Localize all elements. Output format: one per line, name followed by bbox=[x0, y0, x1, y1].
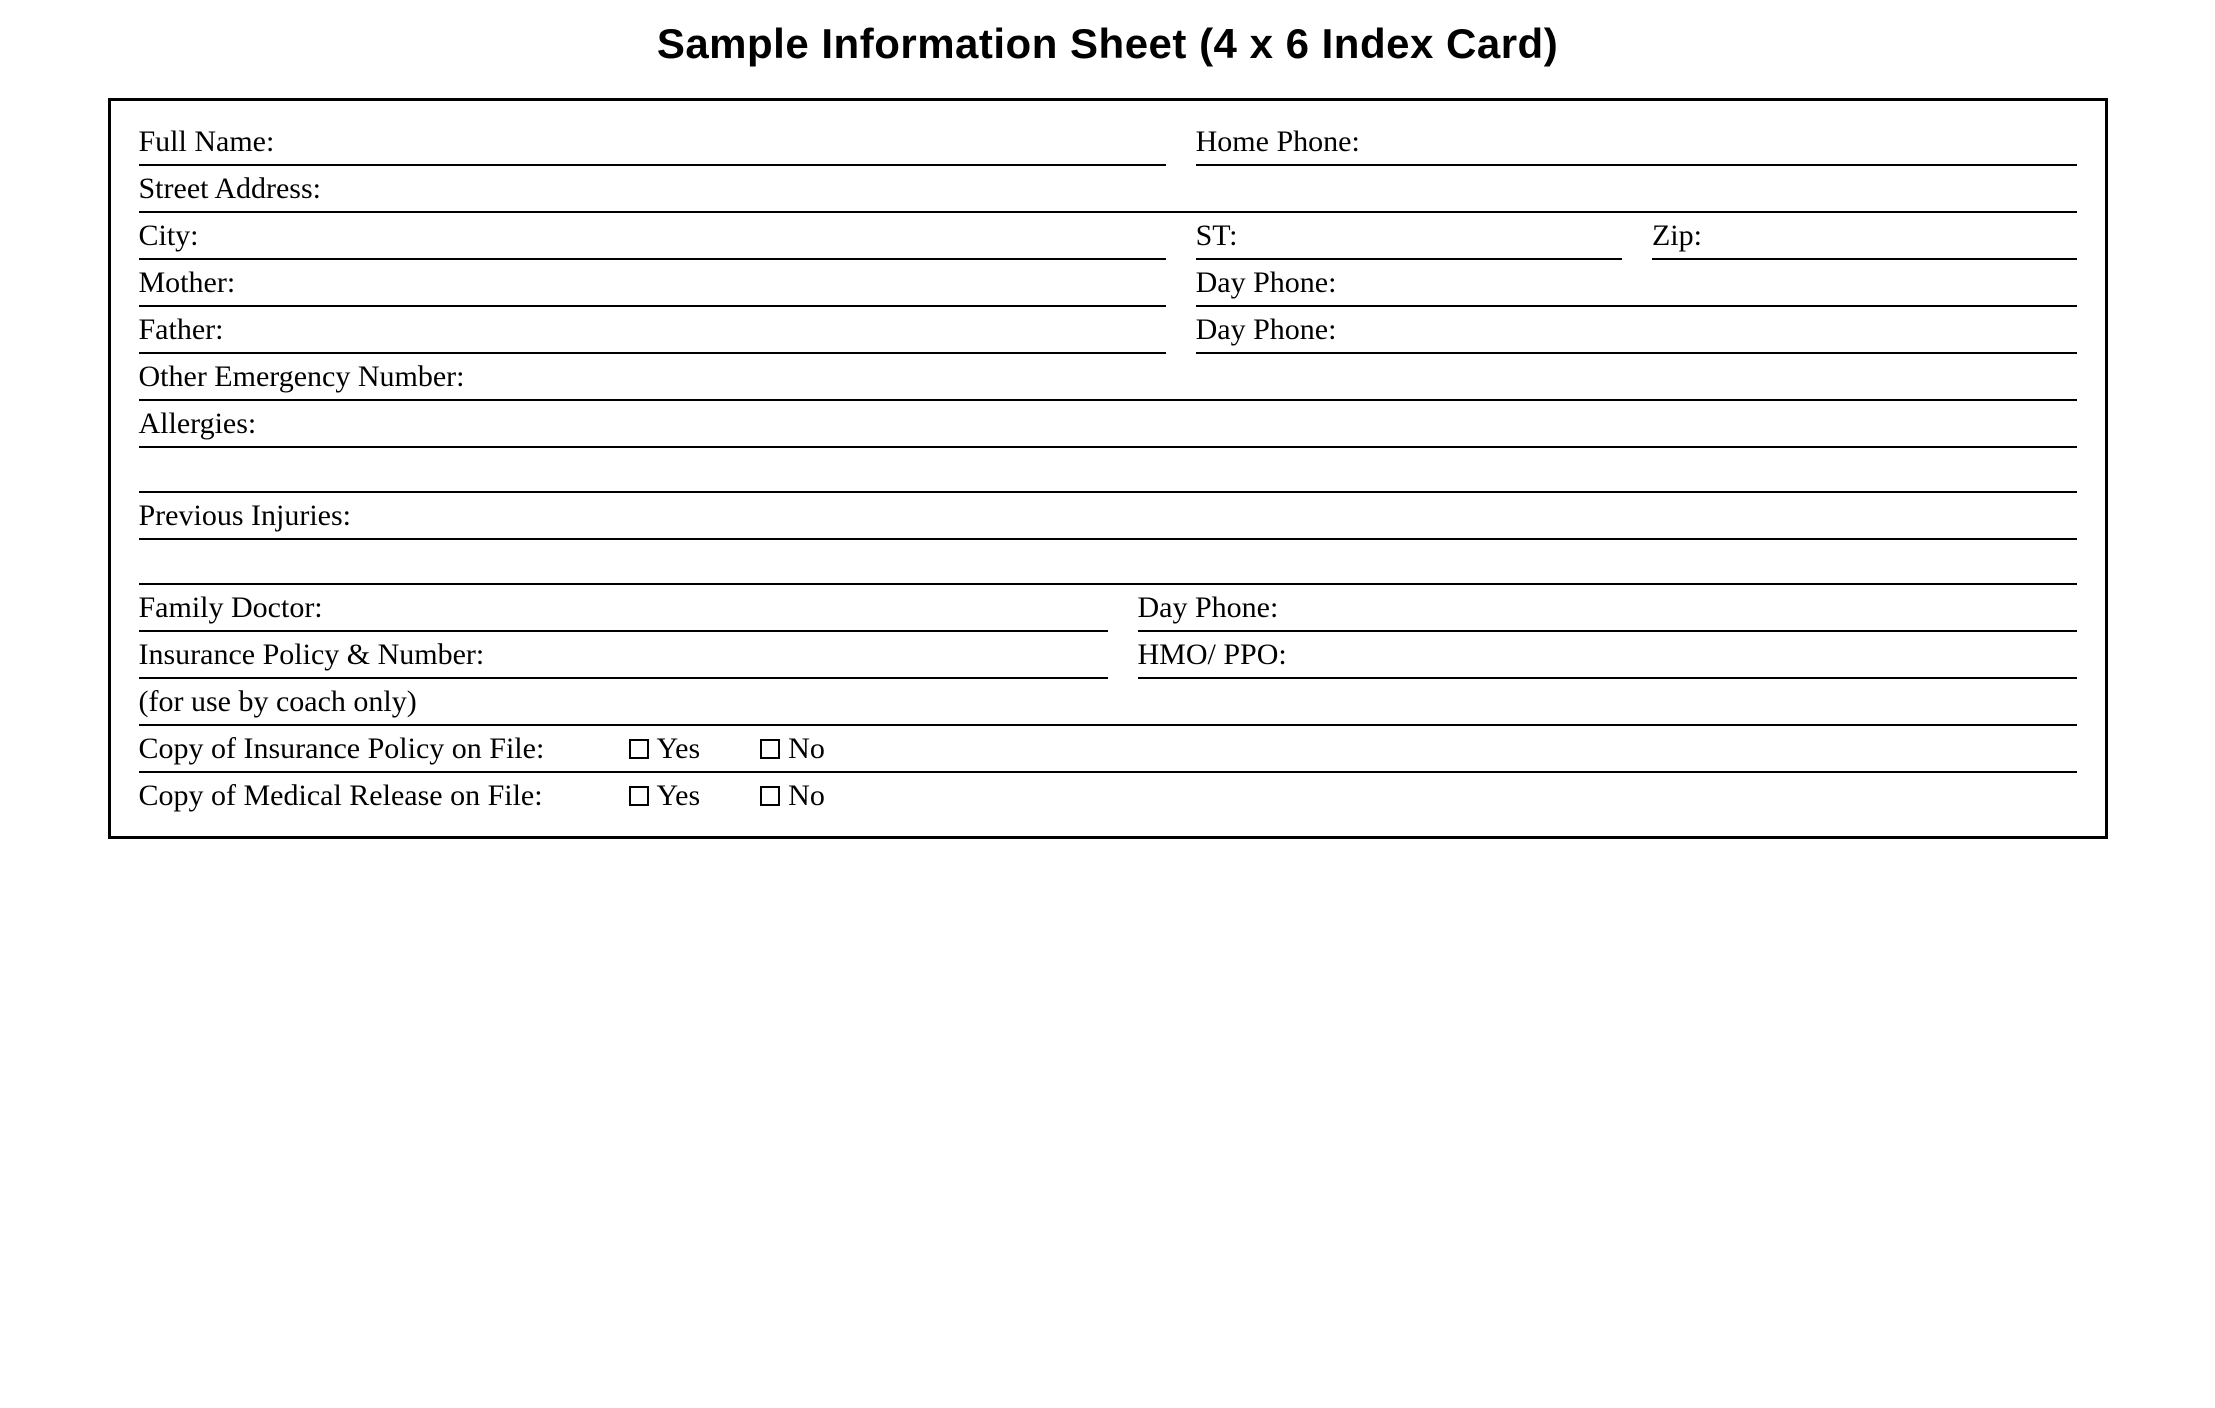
field-father[interactable]: Father: bbox=[139, 307, 1166, 354]
medical-no-option[interactable]: No bbox=[760, 773, 825, 818]
label-mother: Mother: bbox=[139, 260, 242, 305]
field-mother-day-phone[interactable]: Day Phone: bbox=[1196, 260, 2077, 307]
checkbox-icon[interactable] bbox=[629, 786, 649, 806]
field-insurance-policy[interactable]: Insurance Policy & Number: bbox=[139, 632, 1108, 679]
row-copy-insurance: Copy of Insurance Policy on File: Yes No bbox=[139, 726, 2077, 773]
label-full-name: Full Name: bbox=[139, 119, 281, 164]
label-hmo-ppo: HMO/ PPO: bbox=[1138, 632, 1293, 677]
field-family-doctor[interactable]: Family Doctor: bbox=[139, 585, 1108, 632]
label-city: City: bbox=[139, 213, 205, 258]
label-yes: Yes bbox=[657, 726, 701, 771]
label-family-doctor: Family Doctor: bbox=[139, 585, 329, 630]
label-home-phone: Home Phone: bbox=[1196, 119, 1366, 164]
insurance-yes-option[interactable]: Yes bbox=[629, 726, 701, 771]
label-copy-insurance: Copy of Insurance Policy on File: bbox=[139, 726, 629, 771]
label-coach-only: (for use by coach only) bbox=[139, 685, 417, 718]
label-allergies: Allergies: bbox=[139, 401, 263, 446]
row-family-doctor: Family Doctor: Day Phone: bbox=[139, 585, 2077, 632]
row-previous-injuries: Previous Injuries: bbox=[139, 493, 2077, 540]
document-title: Sample Information Sheet (4 x 6 Index Ca… bbox=[60, 20, 2155, 68]
label-state: ST: bbox=[1196, 213, 1244, 258]
coach-only-note: (for use by coach only) bbox=[139, 679, 2077, 726]
allergies-blank-line[interactable] bbox=[139, 448, 2077, 493]
index-card: Full Name: Home Phone: Street Address: C… bbox=[108, 98, 2108, 839]
label-other-emergency: Other Emergency Number: bbox=[139, 354, 471, 399]
insurance-no-option[interactable]: No bbox=[760, 726, 825, 771]
row-street: Street Address: bbox=[139, 166, 2077, 213]
row-copy-medical: Copy of Medical Release on File: Yes No bbox=[139, 773, 2077, 818]
field-street-address[interactable]: Street Address: bbox=[139, 166, 2077, 213]
row-father: Father: Day Phone: bbox=[139, 307, 2077, 354]
label-doctor-day-phone: Day Phone: bbox=[1138, 585, 1285, 630]
row-insurance: Insurance Policy & Number: HMO/ PPO: bbox=[139, 632, 2077, 679]
field-other-emergency[interactable]: Other Emergency Number: bbox=[139, 354, 2077, 401]
label-street-address: Street Address: bbox=[139, 166, 327, 211]
field-home-phone[interactable]: Home Phone: bbox=[1196, 119, 2077, 166]
row-allergies: Allergies: bbox=[139, 401, 2077, 448]
row-mother: Mother: Day Phone: bbox=[139, 260, 2077, 307]
label-previous-injuries: Previous Injuries: bbox=[139, 493, 357, 538]
row-city-state-zip: City: ST: Zip: bbox=[139, 213, 2077, 260]
label-zip: Zip: bbox=[1652, 213, 1708, 258]
label-no: No bbox=[788, 773, 825, 818]
field-full-name[interactable]: Full Name: bbox=[139, 119, 1166, 166]
label-father: Father: bbox=[139, 307, 230, 352]
label-insurance-policy: Insurance Policy & Number: bbox=[139, 632, 491, 677]
field-state[interactable]: ST: bbox=[1196, 213, 1622, 260]
field-allergies[interactable]: Allergies: bbox=[139, 401, 2077, 448]
label-mother-day-phone: Day Phone: bbox=[1196, 260, 1343, 305]
label-father-day-phone: Day Phone: bbox=[1196, 307, 1343, 352]
field-doctor-day-phone[interactable]: Day Phone: bbox=[1138, 585, 2077, 632]
checkbox-icon[interactable] bbox=[760, 739, 780, 759]
field-city[interactable]: City: bbox=[139, 213, 1166, 260]
injuries-blank-line[interactable] bbox=[139, 540, 2077, 585]
medical-yes-option[interactable]: Yes bbox=[629, 773, 701, 818]
checkbox-icon[interactable] bbox=[760, 786, 780, 806]
field-mother[interactable]: Mother: bbox=[139, 260, 1166, 307]
checkbox-icon[interactable] bbox=[629, 739, 649, 759]
field-hmo-ppo[interactable]: HMO/ PPO: bbox=[1138, 632, 2077, 679]
row-name-phone: Full Name: Home Phone: bbox=[139, 119, 2077, 166]
field-father-day-phone[interactable]: Day Phone: bbox=[1196, 307, 2077, 354]
label-yes: Yes bbox=[657, 773, 701, 818]
field-zip[interactable]: Zip: bbox=[1652, 213, 2077, 260]
label-copy-medical: Copy of Medical Release on File: bbox=[139, 773, 629, 818]
label-no: No bbox=[788, 726, 825, 771]
row-emergency: Other Emergency Number: bbox=[139, 354, 2077, 401]
field-previous-injuries[interactable]: Previous Injuries: bbox=[139, 493, 2077, 540]
